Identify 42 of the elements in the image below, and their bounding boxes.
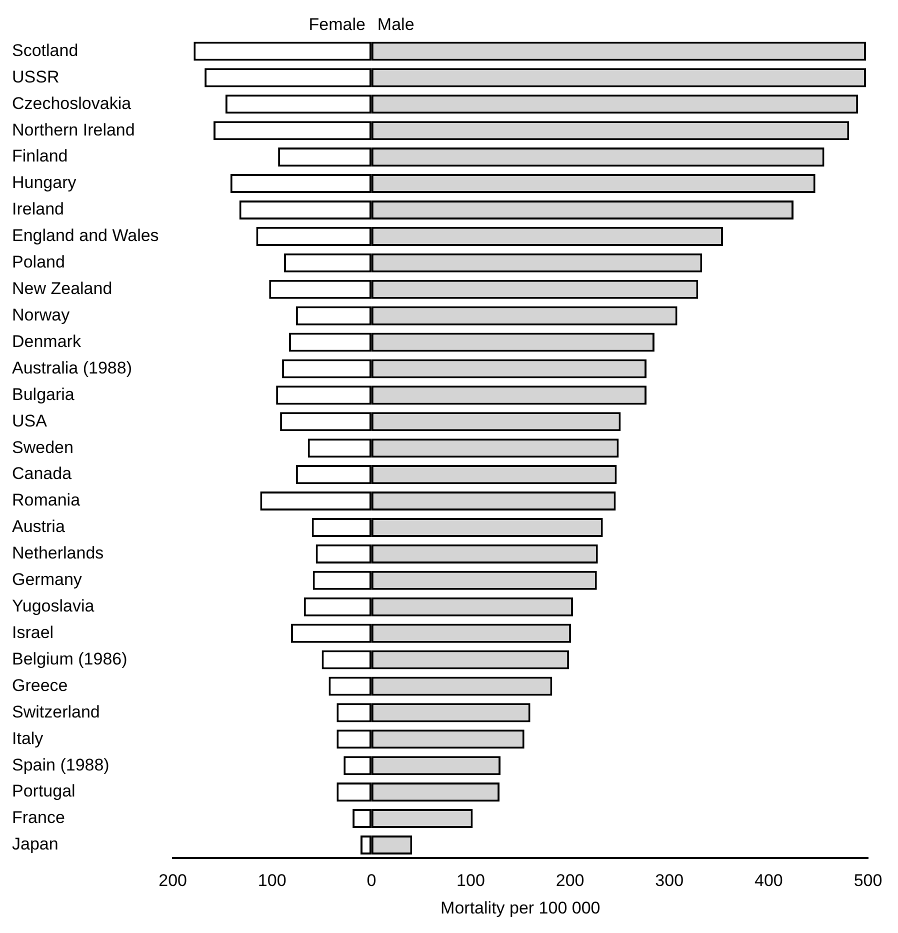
y-tick-label: Canada xyxy=(12,464,72,484)
y-tick-label: Switzerland xyxy=(12,702,100,722)
x-tick-label: 400 xyxy=(754,871,783,890)
y-tick-label: Belgium (1986) xyxy=(12,649,128,668)
x-tick-label: 100 xyxy=(258,871,286,890)
y-tick-label: USSR xyxy=(12,67,60,86)
y-tick-label: Hungary xyxy=(12,173,77,192)
y-tick-label: Greece xyxy=(12,676,68,695)
x-tick-label: 100 xyxy=(456,871,485,890)
y-tick-label: Romania xyxy=(12,490,81,510)
x-tick-label: 300 xyxy=(655,871,684,890)
y-tick-label: Denmark xyxy=(12,332,82,351)
y-tick-label: Australia (1988) xyxy=(12,358,132,378)
y-tick-label: Poland xyxy=(12,252,65,272)
x-tick-label: 0 xyxy=(366,871,376,890)
y-tick-label: Austria xyxy=(12,517,66,536)
y-tick-label: Sweden xyxy=(12,438,74,457)
series-label: Male xyxy=(377,15,414,34)
series-label: Female xyxy=(308,15,366,34)
y-tick-label: Japan xyxy=(12,834,58,854)
y-tick-label: Italy xyxy=(12,728,44,748)
y-tick-label: New Zealand xyxy=(12,279,112,298)
y-tick-label: Northern Ireland xyxy=(12,120,135,140)
x-tick-label: 500 xyxy=(854,871,882,890)
y-tick-label: Spain (1988) xyxy=(12,755,110,774)
y-tick-label: England and Wales xyxy=(12,226,159,246)
y-tick-label: France xyxy=(12,808,65,828)
y-tick-label: USA xyxy=(12,411,48,430)
y-tick-label: Netherlands xyxy=(12,544,104,563)
x-tick-label: 200 xyxy=(158,871,187,890)
x-axis-title: Mortality per 100 000 xyxy=(440,898,600,918)
y-tick-label: Scotland xyxy=(12,40,78,60)
y-tick-label: Finland xyxy=(12,146,68,166)
y-tick-label: Ireland xyxy=(12,200,64,219)
y-tick-label: Czechoslovakia xyxy=(12,94,132,113)
y-tick-label: Portugal xyxy=(12,782,76,801)
y-tick-label: Germany xyxy=(12,570,82,590)
x-tick-label: 200 xyxy=(556,871,584,890)
y-tick-label: Israel xyxy=(12,622,54,642)
y-tick-label: Bulgaria xyxy=(12,384,75,404)
y-tick-label: Yugoslavia xyxy=(12,596,95,616)
y-tick-label: Norway xyxy=(12,305,70,324)
